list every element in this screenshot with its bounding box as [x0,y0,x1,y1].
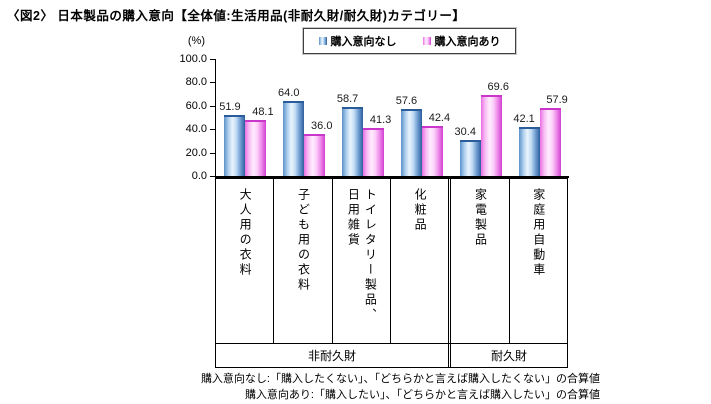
value-label-yes-2: 41.3 [369,113,392,126]
value-label-yes-4: 69.6 [487,80,509,93]
y-tick-label: 0.0 [191,170,207,182]
category-cell-5: 家庭用自動車 [510,179,567,343]
y-tick-mark [210,152,215,154]
value-label-no-1: 64.0 [278,87,300,100]
y-tick-mark [210,82,215,84]
legend-item-no: 購入意向なし [318,33,397,49]
legend: 購入意向なし 購入意向あり [302,27,517,55]
legend-marker-yes-icon [422,37,431,45]
category-cell-0: 大人用の衣料 [216,179,275,343]
category-label-0: 大人用の衣料 [238,188,253,278]
bar-no-2 [342,107,364,176]
value-label-no-2: 58.7 [336,93,359,106]
category-cell-1: 子ども用の衣料 [274,179,333,343]
value-label-no-3: 57.6 [395,94,418,107]
group-label-0: 非耐久財 [216,344,451,367]
bar-no-3 [400,108,422,176]
category-row: 大人用の衣料 子ども用の衣料 トイレタリー製品、 日用雑貨 化粧品 家電製品 家庭用自動車 [216,179,567,344]
value-label-yes-3: 42.4 [428,112,451,125]
legend-label-yes: 購入意向あり [434,36,501,48]
y-axis-unit-label: (%) [187,35,205,47]
bar-yes-4 [480,94,502,176]
y-tick-mark [210,59,215,60]
value-label-yes-5: 57.9 [546,94,568,107]
category-cell-2: トイレタリー製品、 日用雑貨 [333,179,391,343]
bar-yes-1 [304,133,326,176]
category-label-2: トイレタリー製品、 日用雑貨 [346,188,378,323]
group-label-1: 耐久財 [490,349,527,363]
category-cell-3: 化粧品 [391,179,452,343]
chart-title: 〈図2〉 日本製品の購入意向【全体値:生活用品(非耐久財/耐久財)カテゴリー】 [7,9,466,23]
category-label-4: 家電製品 [473,188,488,248]
category-label-5: 家庭用自動車 [531,188,546,278]
bar-no-1 [283,101,305,176]
bar-yes-0 [245,119,267,176]
y-tick-label: 40.0 [185,123,207,136]
y-tick-mark [210,176,215,177]
y-tick-label: 100.0 [179,53,207,65]
plot-area: 51.9 48.1 64.0 36.0 58.7 41.3 57.6 42.4 30.4 69.6… [215,59,569,178]
category-label-3: 化粧品 [413,188,428,233]
category-label-1: 子ども用の衣料 [296,188,311,293]
y-tick-mark [210,129,215,131]
y-tick-label: 60.0 [185,99,207,112]
bar-yes-3 [421,126,443,176]
bar-yes-2 [363,127,385,176]
footnote-2: 購入意向あり:「購入したい」、「どちらかと言えば購入したい」の合算値 [244,388,600,401]
group-row: 非耐久財 耐久財 [216,344,567,367]
value-label-no-0: 51.9 [219,101,241,114]
bar-yes-5 [539,108,561,176]
value-label-yes-0: 48.1 [252,105,274,118]
legend-marker-no-icon [318,37,327,45]
y-tick-label: 20.0 [185,146,207,159]
legend-item-yes: 購入意向あり [422,33,501,49]
y-tick-label: 80.0 [185,76,207,89]
value-label-no-4: 30.4 [454,126,476,139]
bar-no-4 [459,140,481,176]
y-tick-mark [210,105,215,107]
legend-label-no: 購入意向なし [330,36,397,48]
footnote-1: 購入意向なし:「購入したくない」、「どちらかと言えば購入したくない」の合算値 [200,373,600,385]
category-table: 大人用の衣料 子ども用の衣料 トイレタリー製品、 日用雑貨 化粧品 家電製品 家庭用自動車… [215,178,568,368]
bar-no-0 [224,115,246,176]
value-label-no-5: 42.1 [513,112,535,125]
value-label-yes-1: 36.0 [311,119,333,132]
footnotes: 購入意向なし:「購入したくない」、「どちらかと言えば購入したくない」の合算値 購… [140,372,600,403]
category-cell-4: 家電製品 [451,179,510,343]
bar-no-5 [518,126,540,176]
